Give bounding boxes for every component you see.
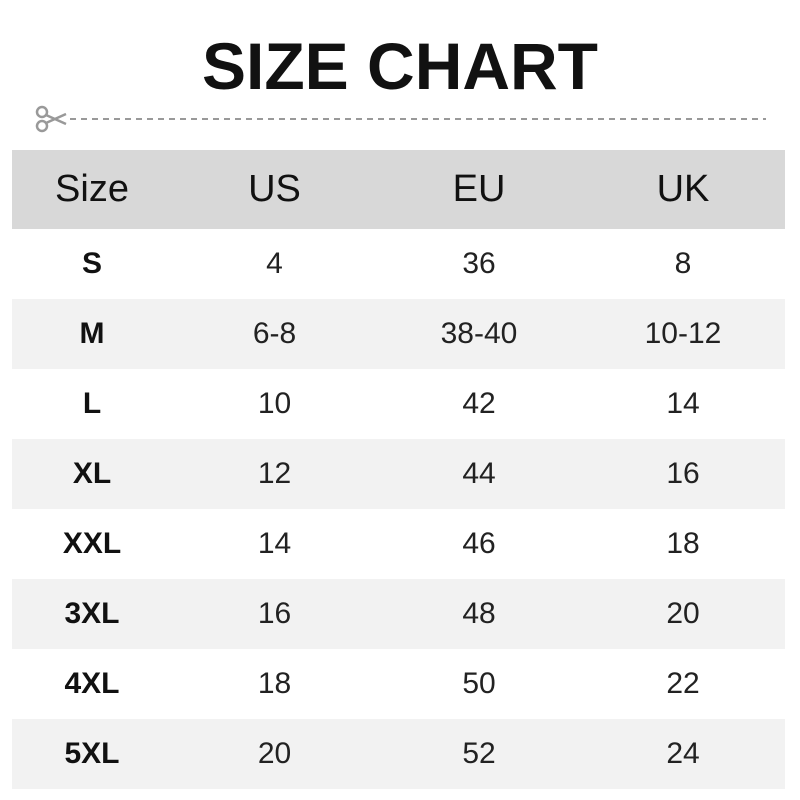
header-uk: UK — [656, 168, 710, 210]
cell-size: 5XL — [64, 737, 120, 770]
header-row: Size US EU UK — [12, 150, 785, 229]
cell-uk: 14 — [666, 387, 700, 420]
cell-size: M — [79, 317, 105, 350]
cell-size: L — [82, 387, 102, 420]
cell-uk: 22 — [666, 667, 700, 700]
cell-size: 3XL — [64, 597, 120, 630]
cell-size: XXL — [62, 527, 122, 560]
cell-eu: 48 — [462, 597, 496, 630]
cell-uk: 8 — [674, 247, 692, 280]
cell-uk: 24 — [666, 737, 700, 770]
table-row: M 6-8 38-40 10-12 — [12, 299, 785, 369]
cell-us: 20 — [257, 737, 292, 770]
table-row: XL 12 44 16 — [12, 439, 785, 509]
cell-eu: 42 — [462, 387, 496, 420]
cell-uk: 18 — [666, 527, 700, 560]
cell-uk: 20 — [666, 597, 700, 630]
cell-us: 12 — [257, 457, 292, 490]
cell-eu: 50 — [462, 667, 496, 700]
table-row: L 10 42 14 — [12, 369, 785, 439]
table-row: 5XL 20 52 24 — [12, 719, 785, 789]
cell-eu: 38-40 — [440, 317, 518, 350]
cut-line — [35, 105, 766, 133]
cell-us: 18 — [257, 667, 292, 700]
size-table: Size US EU UK S 4 36 8 M 6-8 38-40 10-12 L 10 42 14… — [12, 150, 785, 789]
cell-uk: 10-12 — [644, 317, 722, 350]
table-row: S 4 36 8 — [12, 229, 785, 299]
cell-us: 16 — [257, 597, 292, 630]
cell-eu: 46 — [462, 527, 496, 560]
page-title: SIZE CHART — [202, 29, 598, 103]
cell-us: 14 — [257, 527, 292, 560]
cell-eu: 44 — [462, 457, 496, 490]
scissors-icon — [35, 105, 67, 133]
cell-us: 4 — [266, 247, 283, 280]
cell-eu: 36 — [462, 247, 496, 280]
cell-uk: 16 — [666, 457, 700, 490]
header-us: US — [248, 168, 301, 210]
header-size: Size — [55, 168, 129, 210]
cell-size: XL — [72, 457, 112, 490]
cell-us: 10 — [257, 387, 292, 420]
table-row: XXL 14 46 18 — [12, 509, 785, 579]
cell-size: S — [81, 247, 102, 280]
table-row: 3XL 16 48 20 — [12, 579, 785, 649]
cell-eu: 52 — [462, 737, 496, 770]
header-eu: EU — [452, 168, 506, 210]
cell-size: 4XL — [64, 667, 120, 700]
cell-us: 6-8 — [252, 317, 297, 350]
table-row: 4XL 18 50 22 — [12, 649, 785, 719]
